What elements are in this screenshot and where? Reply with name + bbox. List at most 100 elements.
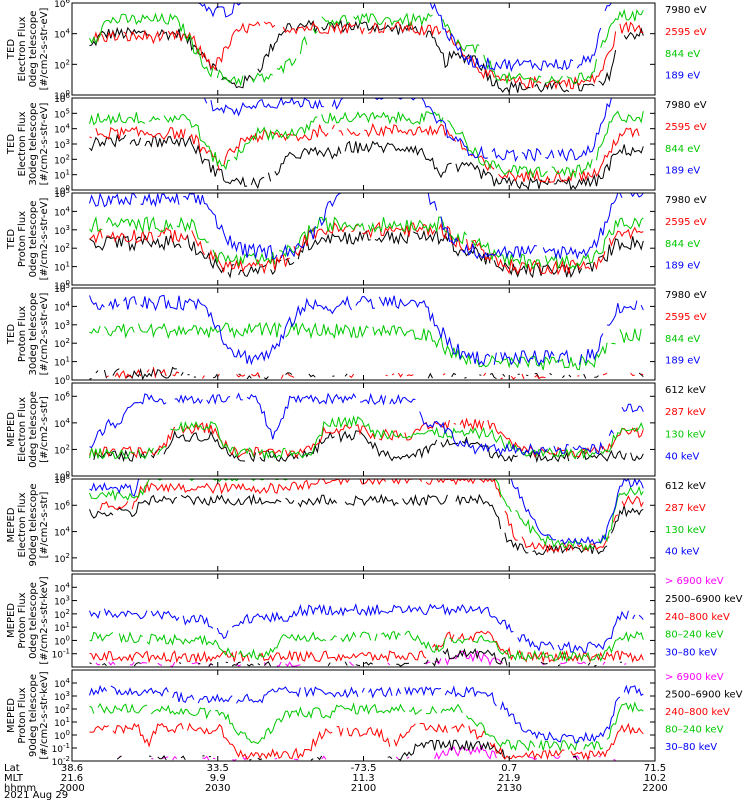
y-axis-label: MEPED Proton Flux 90deg telescope [#/cm2-s-…: [6, 671, 50, 759]
y-tick-label: 105: [54, 107, 70, 120]
legend-entry: 7980 eV: [665, 290, 707, 301]
y-axis-label-line: 0deg telescope: [28, 582, 39, 659]
legend-entry: 2595 eV: [665, 27, 707, 38]
legend-entry: 2595 eV: [665, 217, 707, 228]
x-row-name: hhmm: [4, 783, 36, 794]
y-tick-label: 104: [54, 526, 70, 539]
y-axis-label: MEPED Electron Flux 0deg telescope [#/cm2-s…: [6, 391, 50, 468]
x-tick-label: 2130: [497, 783, 522, 794]
legend-entry: 2500–6900 keV: [665, 594, 743, 605]
panel-3: 100 101 102 103 104 105 TED Proton Flux 0deg tel…: [6, 187, 707, 292]
plot-frame: [71, 382, 656, 477]
legend-entry: > 6900 keV: [665, 672, 724, 683]
series-line-130-kev: [89, 414, 644, 460]
series-line-7980-ev: [89, 366, 644, 381]
series-line-844-ev: [89, 321, 642, 371]
y-axis-label-line: [#/cm2-s-str-keV]: [39, 671, 50, 759]
series-line-844-ev: [89, 110, 644, 179]
series-line-30-80-kev: [89, 684, 644, 744]
x-tick-label: -73.5: [351, 763, 377, 774]
y-axis-label-line: [#/cm2-s-str-eV]: [39, 293, 50, 376]
legend-entry: 189 eV: [665, 261, 700, 272]
y-tick-label: 101: [54, 169, 70, 182]
y-axis-label-line: Electron Flux: [17, 492, 28, 557]
y-axis-label-line: Electron Flux: [17, 397, 28, 462]
y-tick-label: 104: [54, 677, 70, 690]
series-line-80-240-kev: [89, 701, 644, 753]
y-tick-label: 103: [54, 319, 70, 332]
legend: 7980 eV 2595 eV 844 eV 189 eV: [665, 290, 707, 367]
legend-entry: 844 eV: [665, 239, 700, 250]
y-axis-label: TED Electron Flux 30deg telescope [#/cm2-s-…: [6, 102, 50, 185]
series-line-612-kev: [89, 493, 644, 556]
x-tick-label: 33.5: [207, 763, 229, 774]
y-tick-label: 100: [54, 279, 70, 292]
y-tick-label: 104: [54, 417, 70, 430]
x-tick-label: 21.9: [498, 773, 520, 784]
y-tick-label: 100: [54, 470, 70, 483]
y-axis-label-line: 90deg telescope: [28, 674, 39, 757]
y-tick-label: 105: [54, 282, 70, 295]
panel-1: 100 102 104 106 TED Electron Flux 0deg telesco…: [6, 0, 707, 102]
y-axis-label-line: MEPED: [6, 412, 17, 447]
y-tick-label: 102: [54, 703, 70, 716]
series-line-2595-ev: [89, 221, 644, 276]
y-axis-label-line: Proton Flux: [17, 306, 28, 362]
y-axis-label-line: 30deg telescope: [28, 292, 39, 375]
legend-entry: 189 eV: [665, 356, 700, 367]
y-tick-label: 106: [54, 0, 70, 10]
x-axis-annotation: Lat 38.6 33.5 -73.5 0.7 71.5 MLT 21.6 9.9 11.3 21.…: [4, 763, 668, 800]
y-axis-label-line: Proton Flux: [17, 592, 28, 648]
legend-entry: 130 keV: [665, 429, 706, 440]
legend-entry: 844 eV: [665, 334, 700, 345]
y-tick-label: 103: [54, 595, 70, 608]
y-axis-label-line: [#/cm2-s-str-eV]: [39, 198, 50, 281]
panel-2: 100 101 102 103 104 105 106 TED Electron Flux 30d…: [6, 92, 707, 197]
y-tick-label: 100: [54, 634, 70, 647]
y-axis-label-line: TED: [6, 324, 17, 345]
y-axis-label: MEPED Proton Flux 0deg telescope [#/cm2-s-s…: [6, 576, 50, 664]
legend-entry: 189 eV: [665, 71, 700, 82]
legend-entry: 30–80 keV: [665, 742, 717, 753]
date-label: 2021 Aug 29: [4, 790, 68, 800]
legend-entry: 287 keV: [665, 407, 706, 418]
legend-entry: 612 keV: [665, 385, 706, 396]
legend-entry: 189 eV: [665, 166, 700, 177]
series-line-844-ev: [89, 8, 644, 87]
legend-entry: 30–80 keV: [665, 648, 717, 659]
series-line--6900-kev: [119, 746, 641, 760]
series-line-40-kev: [89, 477, 644, 545]
y-tick-label: 10-2: [52, 755, 70, 768]
y-tick-label: 104: [54, 123, 70, 136]
series-line-189-ev: [89, 294, 644, 367]
y-axis-label-line: TED: [6, 229, 17, 250]
x-tick-label: 2100: [351, 783, 376, 794]
y-axis-label-line: 30deg telescope: [28, 102, 39, 185]
series-line-844-ev: [89, 215, 644, 271]
plot-frame: [71, 478, 656, 572]
y-axis-label-line: Proton Flux: [17, 211, 28, 267]
legend-entry: 240–800 keV: [665, 707, 730, 718]
y-tick-label: 102: [54, 337, 70, 350]
panel-6: 102 104 106 108 MEPED Electron Flux 90deg tele…: [6, 473, 706, 572]
legend: 612 keV 287 keV 130 keV 40 keV: [665, 385, 706, 462]
y-axis-label-line: MEPED: [6, 507, 17, 542]
series-line-2595-ev: [93, 21, 644, 91]
legend: > 6900 keV 2500–6900 keV 240–800 keV 80–240…: [665, 576, 743, 659]
x-row-name: Lat: [4, 763, 20, 774]
y-tick-label: 10-1: [52, 742, 70, 755]
y-axis-label-line: [#/cm2-s-str-keV]: [39, 576, 50, 664]
y-axis-label-line: [#/cm2-s-str]: [39, 491, 50, 558]
y-axis-label-line: 90deg telescope: [28, 483, 39, 566]
series-line-240-800-kev: [89, 630, 644, 664]
y-tick-label: 103: [54, 138, 70, 151]
y-tick-label: 102: [54, 443, 70, 456]
x-tick-label: 21.6: [61, 773, 83, 784]
y-tick-label: 102: [54, 608, 70, 621]
y-axis-label-line: 0deg telescope: [28, 391, 39, 468]
legend-entry: 2595 eV: [665, 312, 707, 323]
y-axis-label-line: MEPED: [6, 603, 17, 638]
legend: 7980 eV 2595 eV 844 eV 189 eV: [665, 195, 707, 272]
